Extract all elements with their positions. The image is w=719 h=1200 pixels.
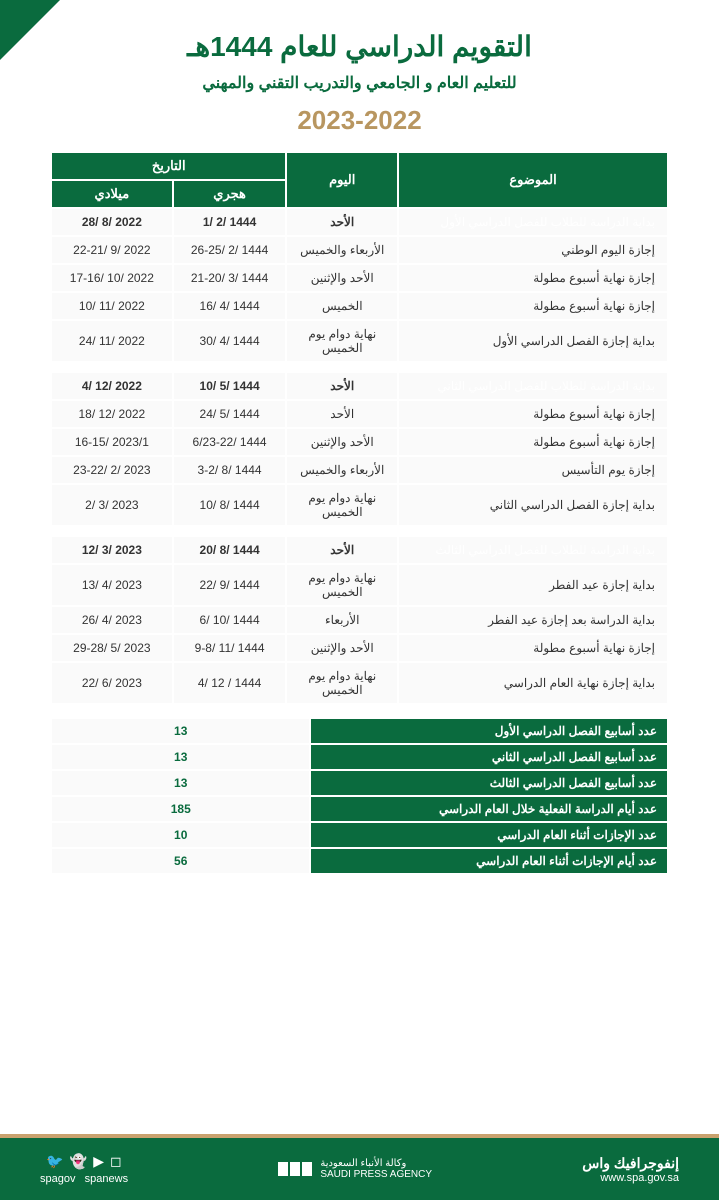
spa-logo-icon xyxy=(278,1162,312,1176)
summary-table: عدد أسابيع الفصل الدراسي الأول 13 عدد أس… xyxy=(50,717,669,875)
table-row: بداية الدراسة بعد إجازة عيد الفطر الأربع… xyxy=(52,607,667,633)
summary-row: عدد أسابيع الفصل الدراسي الأول 13 xyxy=(52,719,667,743)
table-row: بداية الدراسة للطلاب للفصل الدراسي الثال… xyxy=(52,537,667,563)
corner-decoration xyxy=(0,0,60,60)
th-hijri: هجري xyxy=(174,181,286,207)
table-row: إجازة نهاية أسبوع مطولة الأحد والإثنين 1… xyxy=(52,429,667,455)
table-row: إجازة نهاية أسبوع مطولة الخميس 1444 /4 /… xyxy=(52,293,667,319)
summary-row: عدد أسابيع الفصل الدراسي الثالث 13 xyxy=(52,771,667,795)
table-row: إجازة نهاية أسبوع مطولة الأحد 1444 /5 /2… xyxy=(52,401,667,427)
th-subject: الموضوع xyxy=(399,153,667,207)
twitter-icon: 🐦 xyxy=(46,1153,63,1170)
table-row: بداية الدراسة للطلاب للفصل الدراسي الأول… xyxy=(52,209,667,235)
main-title: التقويم الدراسي للعام 1444هـ xyxy=(40,30,679,63)
youtube-icon: ▶ xyxy=(93,1153,104,1170)
snapchat-icon: 👻 xyxy=(70,1153,87,1170)
table-row: بداية إجازة الفصل الدراسي الثاني نهاية د… xyxy=(52,485,667,525)
footer-agency: وكالة الأنباء السعودية SAUDI PRESS AGENC… xyxy=(278,1158,432,1180)
table-row: إجازة اليوم الوطني الأربعاء والخميس 1444… xyxy=(52,237,667,263)
calendar-table: الموضوع اليوم التاريخ هجري ميلادي بداية … xyxy=(50,151,669,705)
header: التقويم الدراسي للعام 1444هـ للتعليم الع… xyxy=(0,0,719,151)
footer-social: 🐦 👻 ▶ ◻ spagov spanews xyxy=(40,1153,128,1185)
spacer xyxy=(52,527,667,535)
spacer xyxy=(52,363,667,371)
summary-row: عدد أيام الإجازات أثناء العام الدراسي 56 xyxy=(52,849,667,873)
summary-row: عدد أسابيع الفصل الدراسي الثاني 13 xyxy=(52,745,667,769)
table-row: بداية إجازة الفصل الدراسي الأول نهاية دو… xyxy=(52,321,667,361)
th-day: اليوم xyxy=(287,153,397,207)
table-row: بداية الدراسة للطلاب للفصل الدراسي الثان… xyxy=(52,373,667,399)
summary-row: عدد الإجازات أثناء العام الدراسي 10 xyxy=(52,823,667,847)
content-area: الموضوع اليوم التاريخ هجري ميلادي بداية … xyxy=(0,151,719,1114)
footer-brand: إنفوجرافيك واس www.spa.gov.sa xyxy=(582,1155,679,1184)
th-gregorian: ميلادي xyxy=(52,181,172,207)
table-row: إجازة يوم التأسيس الأربعاء والخميس 1444 … xyxy=(52,457,667,483)
table-row: إجازة نهاية أسبوع مطولة الأحد والإثنين 1… xyxy=(52,635,667,661)
year-range: 2023-2022 xyxy=(40,105,679,136)
subtitle: للتعليم العام و الجامعي والتدريب التقني … xyxy=(40,73,679,93)
table-row: إجازة نهاية أسبوع مطولة الأحد والإثنين 1… xyxy=(52,265,667,291)
instagram-icon: ◻ xyxy=(110,1153,122,1170)
table-row: بداية إجازة عيد الفطر نهاية دوام يوم الخ… xyxy=(52,565,667,605)
th-date: التاريخ xyxy=(52,153,285,179)
page-container: التقويم الدراسي للعام 1444هـ للتعليم الع… xyxy=(0,0,719,1200)
table-body: بداية الدراسة للطلاب للفصل الدراسي الأول… xyxy=(52,209,667,703)
table-row: بداية إجازة نهاية العام الدراسي نهاية دو… xyxy=(52,663,667,703)
footer: إنفوجرافيك واس www.spa.gov.sa وكالة الأن… xyxy=(0,1134,719,1200)
summary-row: عدد أيام الدراسة الفعلية خلال العام الدر… xyxy=(52,797,667,821)
